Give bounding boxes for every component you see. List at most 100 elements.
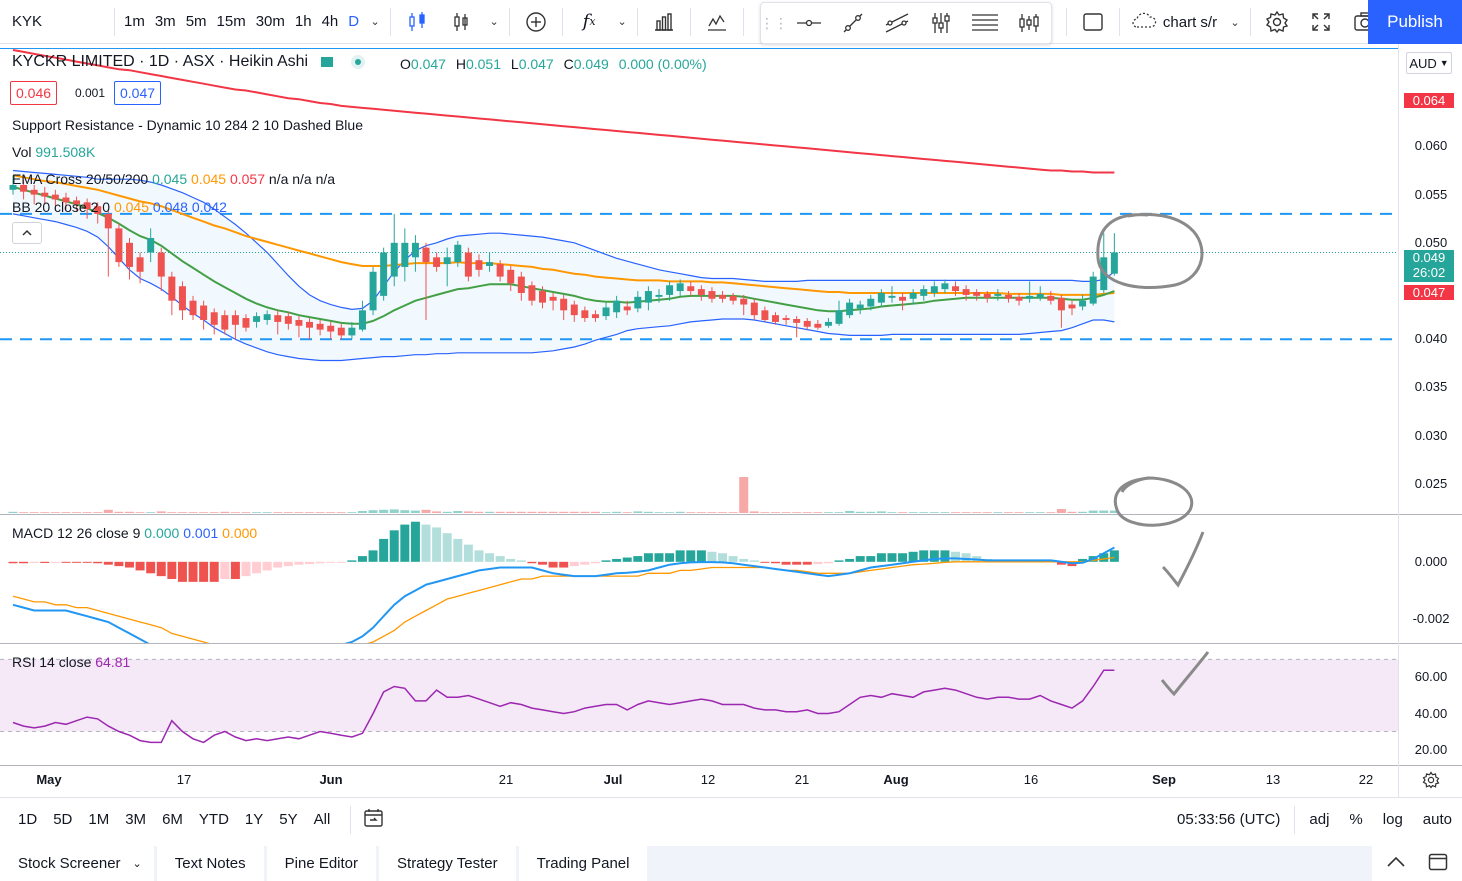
change-value: 0.000 (0.00%)	[618, 56, 707, 72]
toolbar-divider	[562, 7, 564, 36]
chevron-up-icon[interactable]	[1386, 855, 1406, 872]
log-toggle[interactable]: log	[1382, 811, 1403, 828]
tab-strategy-tester[interactable]: Strategy Tester	[379, 846, 516, 881]
percent-toggle[interactable]: %	[1349, 811, 1363, 828]
sell-price-button[interactable]: 0.046	[10, 81, 58, 105]
range-3m[interactable]: 3M	[125, 811, 147, 828]
time-tick: 21	[498, 772, 514, 787]
interval-1h[interactable]: 1h	[294, 13, 312, 30]
line-chart-icon[interactable]	[695, 0, 739, 44]
go-to-date-icon[interactable]	[363, 808, 385, 832]
range-6m[interactable]: 6M	[162, 811, 183, 828]
bars-icon[interactable]	[439, 0, 483, 44]
fullscreen-box-icon[interactable]	[1071, 0, 1115, 44]
range-1m[interactable]: 1M	[88, 811, 110, 828]
bb-upper-line	[12, 169, 1115, 311]
settings-icon[interactable]	[1422, 771, 1440, 794]
buy-price-button[interactable]: 0.047	[114, 81, 162, 105]
chevron-down-icon[interactable]: ⌄	[617, 16, 627, 28]
layout-menu[interactable]: chart s/r	[1124, 0, 1224, 44]
currency-select[interactable]: AUD ▼	[1406, 52, 1452, 74]
volume-bar	[177, 512, 187, 513]
volume-bar	[1099, 510, 1109, 513]
range-5d[interactable]: 5D	[53, 811, 73, 828]
tab-stock-screener[interactable]: Stock Screener ⌄	[0, 846, 154, 881]
interval-3m[interactable]: 3m	[154, 13, 176, 30]
add-compare-icon[interactable]	[514, 0, 558, 44]
macd-hist-bar	[199, 561, 209, 582]
chevron-down-icon[interactable]: ⌄	[370, 16, 380, 28]
volume-bar	[1046, 512, 1056, 513]
macd-legend[interactable]: MACD 12 26 close 9 0.000 0.001 0.000	[12, 525, 258, 541]
volume-bar	[283, 512, 293, 513]
maximize-panel-icon[interactable]	[1428, 853, 1448, 875]
volume-legend[interactable]: Vol 991.508K	[12, 144, 96, 160]
bollinger-legend[interactable]: BB 20 close 2 0 0.045 0.048 0.042	[12, 199, 227, 215]
candle-body	[729, 295, 737, 301]
bar-chart-icon[interactable]	[642, 0, 686, 44]
candle-body	[856, 304, 864, 309]
utc-clock[interactable]: 05:33:56 (UTC)	[1177, 811, 1281, 828]
candle-body	[824, 321, 832, 326]
macd-hist-bar	[326, 561, 336, 563]
time-tick: Jun	[319, 772, 343, 787]
horizontal-line-icon[interactable]	[787, 1, 831, 45]
range-ytd[interactable]: YTD	[198, 811, 229, 828]
volume-bar	[834, 512, 844, 513]
price-tick: 0.040	[1414, 331, 1448, 347]
range-1y[interactable]: 1Y	[244, 811, 264, 828]
collapse-legend-button[interactable]	[12, 222, 42, 244]
macd-hist-bar	[485, 553, 495, 562]
candle-body	[1026, 295, 1034, 299]
chevron-down-icon[interactable]: ⌄	[489, 16, 499, 28]
tab-text-notes[interactable]: Text Notes	[156, 846, 264, 881]
ema-cross-legend[interactable]: EMA Cross 20/50/200 0.045 0.045 0.057 n/…	[12, 171, 336, 187]
volume-bar	[580, 511, 590, 513]
market-open-dot[interactable]	[350, 54, 365, 69]
tab-pine-editor[interactable]: Pine Editor	[266, 846, 377, 881]
interval-4h[interactable]: 4h	[321, 13, 339, 30]
fib-icon[interactable]	[919, 1, 963, 45]
candle-body	[1015, 296, 1023, 301]
time-tick: 16	[1023, 772, 1039, 787]
candles-icon[interactable]	[395, 0, 439, 44]
drag-handle-icon[interactable]: ⋮⋮	[760, 14, 788, 31]
interval-30m[interactable]: 30m	[255, 13, 285, 30]
trend-line-icon[interactable]	[831, 1, 875, 45]
candle-body	[994, 293, 1002, 296]
fullscreen-icon[interactable]	[1299, 0, 1343, 44]
sr-indicator-legend[interactable]: Support Resistance - Dynamic 10 284 2 10…	[12, 117, 363, 133]
parallel-channel-icon[interactable]	[875, 1, 919, 45]
candle-body	[803, 320, 811, 327]
settings-icon[interactable]	[1255, 0, 1299, 44]
publish-button[interactable]: Publish	[1368, 0, 1462, 44]
long-position-icon[interactable]	[1007, 1, 1051, 45]
chart-canvas[interactable]	[0, 44, 1462, 797]
range-all[interactable]: All	[313, 811, 331, 828]
volume-bar	[866, 511, 876, 513]
candle-body	[168, 276, 176, 301]
volume-bar	[336, 512, 346, 513]
auto-toggle[interactable]: auto	[1422, 811, 1452, 828]
macd-hist-bar	[601, 560, 611, 562]
chevron-down-icon[interactable]: ⌄	[1230, 16, 1240, 29]
interval-1m[interactable]: 1m	[124, 13, 145, 30]
range-5y[interactable]: 5Y	[279, 811, 298, 828]
interval-d[interactable]: D	[348, 13, 360, 30]
regression-icon[interactable]	[963, 1, 1007, 45]
macd-hist-bar	[273, 561, 283, 568]
adj-toggle[interactable]: adj	[1309, 811, 1330, 828]
macd-hist-bar	[643, 553, 653, 562]
interval-15m[interactable]: 15m	[216, 13, 246, 30]
range-1d[interactable]: 1D	[18, 811, 38, 828]
macd-tick: -0.002	[1412, 611, 1450, 627]
tab-trading-panel[interactable]: Trading Panel	[518, 846, 648, 881]
candle-body	[846, 302, 854, 316]
symbol-search[interactable]: KYK	[12, 13, 43, 30]
interval-5m[interactable]: 5m	[185, 13, 207, 30]
rsi-legend[interactable]: RSI 14 close 64.81	[12, 654, 131, 670]
volume-bar	[633, 511, 643, 513]
volume-bar	[919, 512, 929, 513]
